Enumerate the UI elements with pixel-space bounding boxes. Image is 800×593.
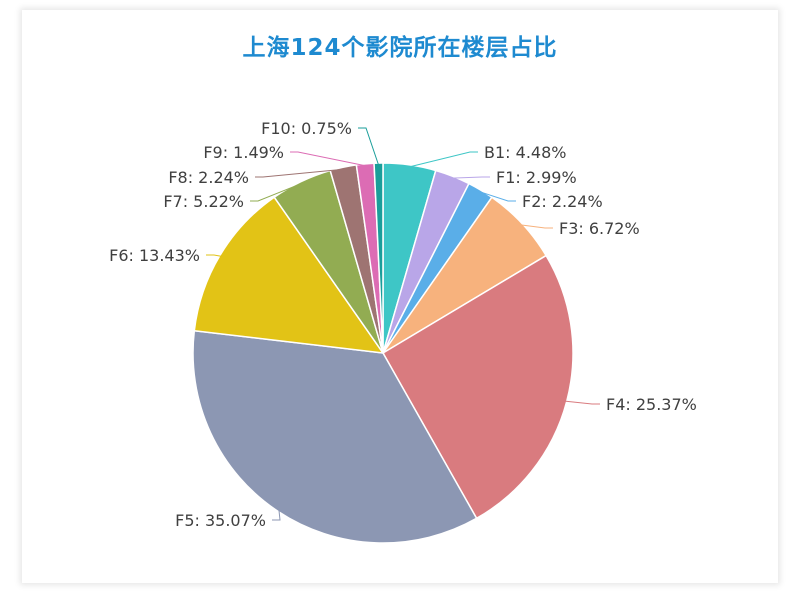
slice-label-f7: F7: 5.22% — [163, 192, 244, 211]
leader-line-f3 — [520, 224, 553, 229]
pie-slice-f5 — [192, 329, 478, 544]
slice-label-b1: B1: 4.48% — [484, 143, 566, 162]
leader-line-f8 — [255, 168, 344, 178]
slice-label-f4: F4: 25.37% — [606, 395, 697, 414]
pie-slice-f10 — [373, 162, 384, 354]
slice-label-f9: F9: 1.49% — [203, 143, 284, 162]
leader-line-f7 — [250, 182, 303, 202]
slice-label-f6: F6: 13.43% — [109, 246, 200, 265]
slice-label-f8: F8: 2.24% — [168, 168, 249, 187]
chart-title: 上海124个影院所在楼层占比 — [242, 35, 558, 61]
slice-label-f1: F1: 2.99% — [496, 168, 577, 187]
leader-line-f5 — [272, 509, 281, 521]
slice-label-f10: F10: 0.75% — [261, 119, 352, 138]
slice-label-f2: F2: 2.24% — [522, 192, 603, 211]
leader-line-f6 — [206, 254, 222, 257]
leader-line-f9 — [290, 151, 366, 167]
slice-label-f5: F5: 35.07% — [175, 511, 266, 530]
slice-label-f3: F3: 6.72% — [559, 219, 640, 238]
leader-line-f10 — [358, 127, 380, 166]
leader-line-f1 — [451, 176, 490, 179]
leader-line-f2 — [479, 191, 516, 202]
pie-slice-f6 — [193, 196, 385, 354]
leader-line-f4 — [564, 400, 600, 405]
leader-line-b1 — [409, 151, 478, 168]
